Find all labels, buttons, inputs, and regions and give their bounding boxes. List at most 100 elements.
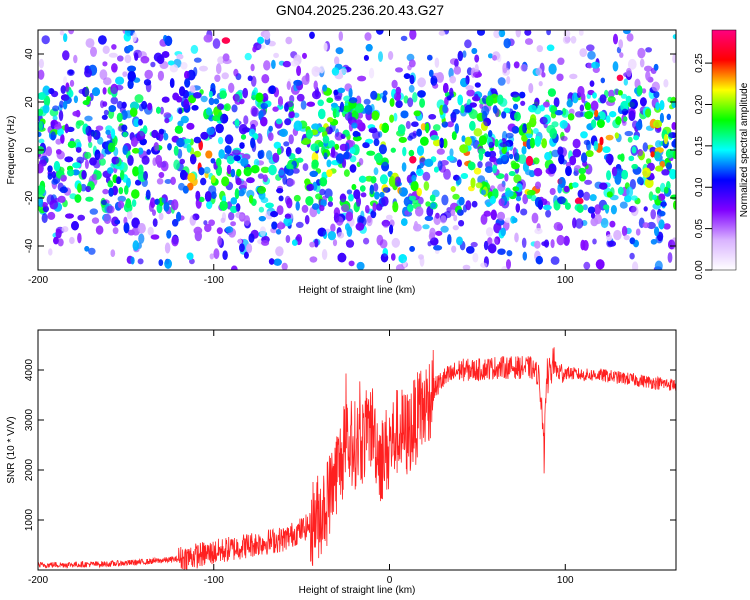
spectrogram-cell	[465, 200, 472, 211]
spectrogram-cell	[38, 108, 44, 116]
spectrogram-cell	[586, 62, 593, 69]
spectrogram-cell	[192, 213, 200, 221]
spectrogram-cell	[650, 209, 656, 220]
spectrogram-cell	[627, 136, 633, 143]
spectrogram-cell	[67, 140, 76, 149]
spectrogram-cell	[240, 134, 247, 140]
spectrogram-cell	[658, 219, 665, 230]
spectrogram-cell	[293, 120, 303, 132]
spectrogram-cell	[623, 78, 628, 86]
spectrogram-cell	[605, 153, 614, 164]
spectrogram-cell	[217, 136, 224, 145]
spectrogram-cell	[81, 170, 87, 180]
spectrogram-cell	[576, 204, 584, 213]
spectrogram-cell	[492, 55, 497, 61]
spectrogram-cell	[504, 217, 512, 223]
spectrogram-cell	[369, 67, 375, 79]
spectrogram-cell	[52, 115, 58, 121]
spectrogram-cell	[309, 256, 318, 263]
spectrogram-cell	[328, 140, 336, 149]
spectrogram-cell	[626, 186, 634, 198]
spectrogram-cell	[111, 128, 116, 139]
spectrogram-cell	[661, 169, 670, 176]
spectrogram-cell	[208, 219, 215, 226]
spectrogram-cell	[591, 61, 600, 69]
spectrogram-cell	[454, 58, 459, 68]
spectrogram-cell	[654, 226, 660, 237]
spectrogram-cell	[124, 185, 129, 195]
spectrogram-cell	[348, 194, 354, 202]
spectrogram-cell	[438, 30, 446, 36]
spectrogram-cell	[111, 63, 118, 73]
spectrogram-cell	[85, 38, 95, 48]
spectrogram-cell	[565, 202, 571, 210]
spectrogram-cell	[394, 176, 401, 187]
spectrogram-cell	[515, 203, 520, 213]
spectrogram-cell	[644, 65, 653, 72]
spectrogram-cell	[150, 197, 156, 208]
spectrogram-cell	[224, 145, 232, 154]
spectrogram-cell	[357, 75, 367, 82]
spectrogram-cell	[268, 164, 277, 176]
spectrogram-cell	[164, 242, 171, 254]
spectrogram-cell	[84, 159, 89, 169]
spectrogram-cell	[666, 113, 671, 120]
spectrogram-cell	[668, 132, 676, 139]
spectrogram-cell	[228, 82, 235, 93]
spectrogram-cell	[631, 164, 638, 170]
spectrogram-cell	[465, 85, 474, 91]
spectrogram-cell	[600, 217, 609, 229]
spectrogram-cell	[98, 35, 107, 45]
spectrogram-cell	[603, 204, 610, 210]
spectrogram-cell	[378, 144, 387, 155]
spectrogram-cell	[659, 160, 666, 168]
spectrogram-cell	[471, 200, 478, 208]
spectrogram-cell	[556, 73, 564, 82]
spectrogram-cell	[454, 123, 459, 134]
spectrogram-cell	[157, 70, 164, 81]
spectrogram-cell	[550, 239, 555, 249]
spectrogram-cell	[313, 80, 318, 90]
spectrogram-cell	[301, 139, 310, 145]
spectrogram-cell	[260, 102, 268, 110]
spectrogram-cell	[337, 252, 347, 263]
spectrogram-cell	[504, 190, 514, 198]
spectrogram-cell	[395, 100, 403, 108]
spectrogram-cell	[55, 228, 62, 239]
snr-frame	[37, 329, 677, 571]
spectrogram-cell	[457, 209, 464, 216]
spectrogram-cell	[489, 195, 496, 204]
spectrogram-cell	[132, 240, 139, 251]
spectrogram-cell	[525, 133, 533, 139]
spectrogram-cell	[391, 79, 398, 89]
spectrogram-cell	[348, 260, 355, 267]
spectrogram-cell	[286, 197, 293, 209]
spectrogram-cell	[451, 245, 457, 253]
spectrogram-cell	[334, 143, 340, 150]
spectrogram-cell	[304, 215, 310, 225]
spectrogram-cell	[84, 246, 90, 252]
spectrogram-cell	[485, 227, 494, 237]
spectrogram-cell	[318, 141, 324, 147]
spectrogram-cell	[200, 95, 208, 103]
spectrogram-cell	[232, 93, 240, 102]
spectrogram-cell	[238, 212, 246, 222]
spectrogram-cell	[419, 98, 425, 108]
x-tick-label: 100	[557, 575, 574, 586]
spectrogram-cell	[541, 72, 546, 78]
spectrogram-cell	[283, 141, 290, 147]
spectrogram-cell	[284, 213, 291, 219]
spectrogram-cell	[478, 135, 487, 146]
spectrogram-cell	[481, 189, 486, 196]
spectrogram-cell	[343, 151, 350, 160]
spectrogram-cell	[38, 138, 45, 144]
spectrogram-cell	[59, 100, 64, 108]
spectrogram-cell	[210, 158, 216, 164]
spectrogram-cell	[659, 112, 664, 124]
spectrogram-cell	[572, 138, 581, 149]
spectrogram-cell	[547, 88, 556, 97]
spectrogram-cell	[68, 69, 74, 75]
spectrogram-cell	[528, 83, 534, 94]
spectrogram-cell	[408, 59, 416, 68]
x-tick-label: 0	[387, 575, 393, 586]
